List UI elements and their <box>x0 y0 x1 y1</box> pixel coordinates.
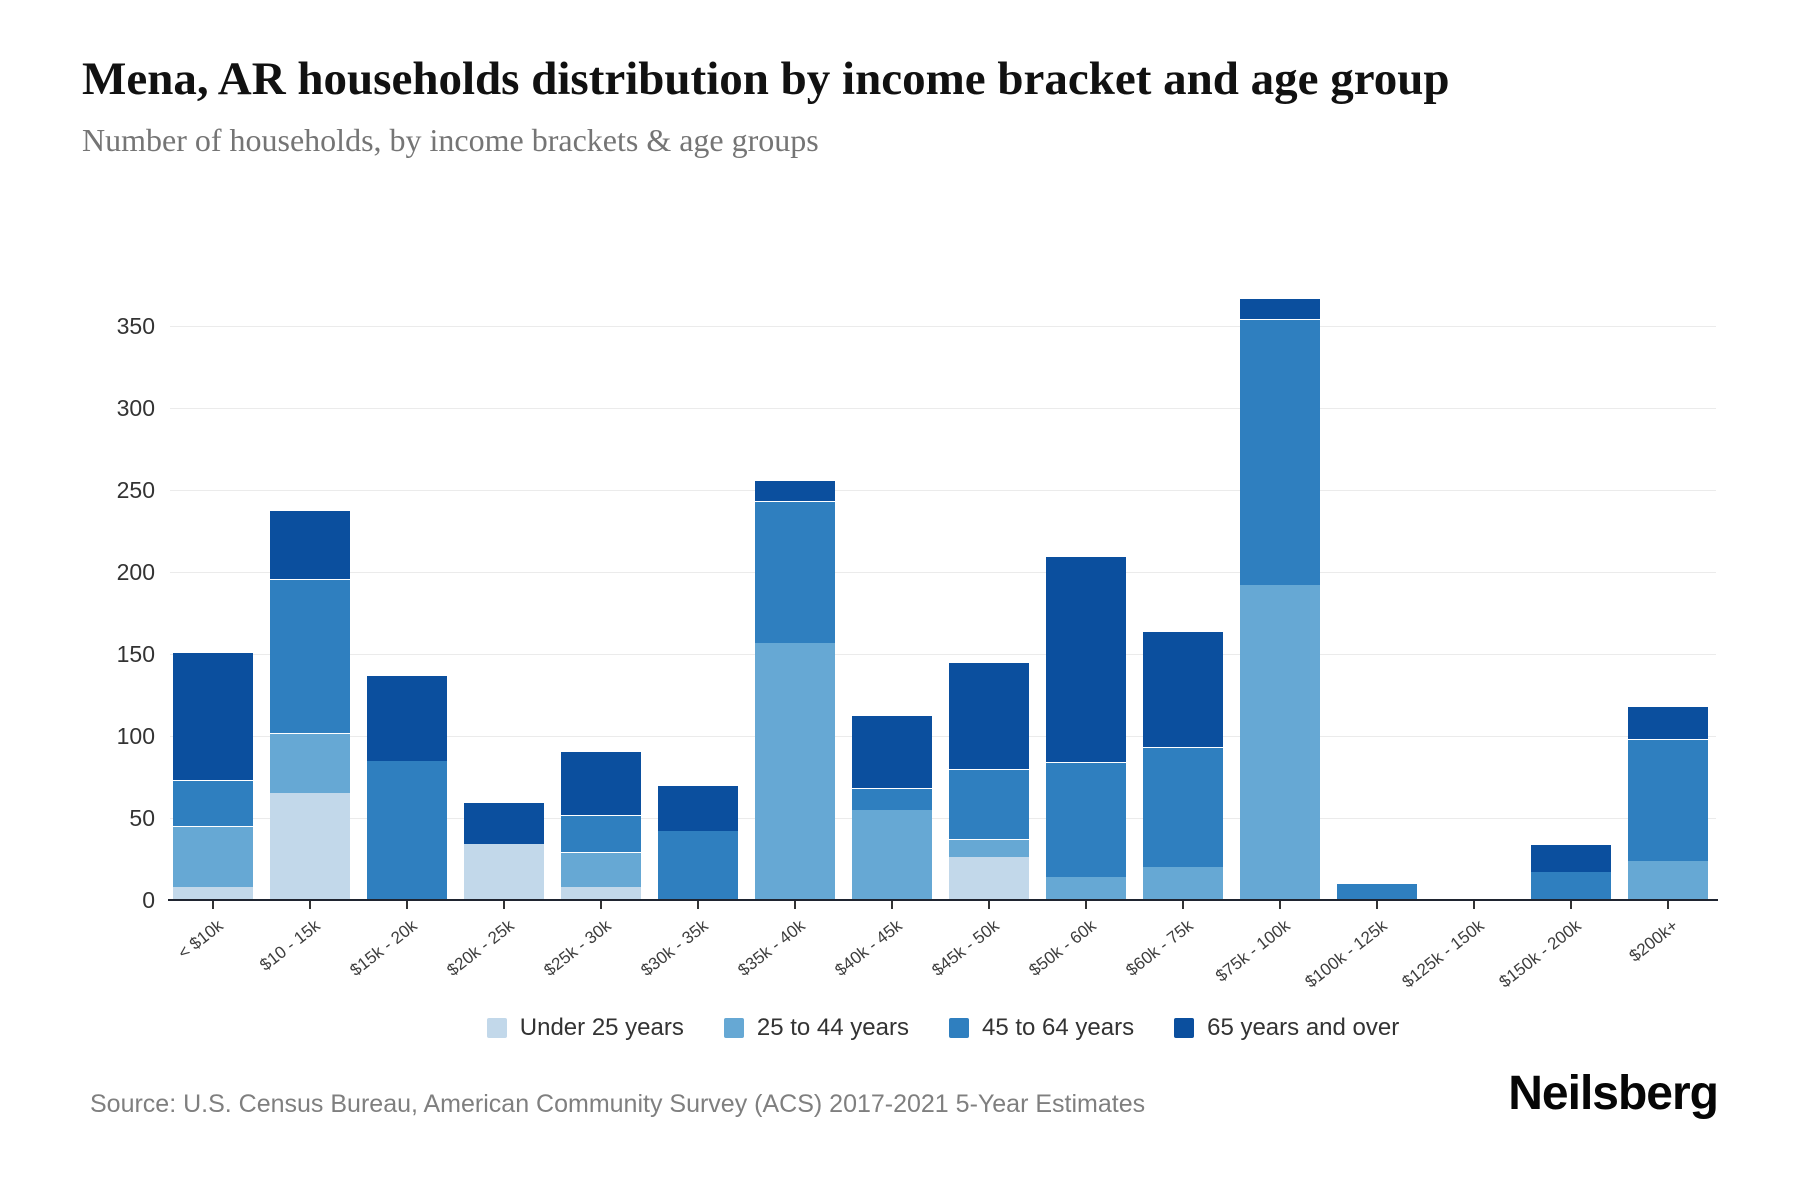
bar-segment <box>367 760 447 900</box>
bar-segment <box>852 788 932 810</box>
bar-segment <box>1531 844 1611 873</box>
y-axis-tick-label: 150 <box>116 641 155 667</box>
legend-label: Under 25 years <box>519 1014 684 1041</box>
bar-segment <box>367 675 447 761</box>
bar-segment <box>1628 860 1708 900</box>
legend-item: 45 to 64 years <box>948 1014 1135 1042</box>
x-axis-tick <box>1473 901 1475 909</box>
bar-segment <box>1143 867 1223 900</box>
bar-segment <box>173 826 253 887</box>
y-axis-tick-label: 300 <box>116 395 155 421</box>
bar-segment <box>561 886 641 900</box>
legend-item: Under 25 years <box>486 1014 684 1042</box>
bar-segment <box>755 480 835 502</box>
y-axis-tick-label: 0 <box>142 887 155 913</box>
bar-segment <box>561 750 641 815</box>
bar-segment <box>561 852 641 887</box>
bar-segment <box>949 662 1029 769</box>
legend-label: 45 to 64 years <box>981 1014 1135 1041</box>
bar-segment <box>270 793 350 900</box>
y-axis-tick-label: 350 <box>116 313 155 339</box>
bar-segment <box>1531 872 1611 900</box>
bar-segment <box>173 886 253 900</box>
legend-swatch <box>486 1018 507 1038</box>
bar-segment <box>464 844 544 900</box>
x-axis-tick <box>406 901 408 909</box>
x-axis-tick <box>1279 901 1281 909</box>
gridline <box>170 654 1716 655</box>
bar-segment <box>949 768 1029 840</box>
x-axis-tick <box>1376 901 1378 909</box>
legend-swatch <box>723 1018 744 1038</box>
gridline <box>170 736 1716 737</box>
bar-segment <box>1240 585 1320 900</box>
legend-item: 25 to 44 years <box>723 1014 909 1042</box>
bar-segment <box>1240 298 1320 320</box>
y-axis-tick-label: 100 <box>116 723 155 749</box>
bar-segment <box>561 814 641 853</box>
bar-segment <box>949 839 1029 858</box>
gridline <box>170 408 1716 409</box>
x-axis-tick <box>503 901 505 909</box>
x-axis-tick <box>1085 901 1087 909</box>
chart-legend: Under 25 years 25 to 44 years 45 to 64 yea… <box>170 1014 1716 1042</box>
bar-segment <box>270 509 350 579</box>
bar-segment <box>1337 883 1417 900</box>
bar-segment <box>270 732 350 794</box>
gridline <box>170 326 1716 327</box>
bar-segment <box>1143 631 1223 748</box>
bar-segment <box>1046 762 1126 878</box>
legend-label: 25 to 44 years <box>756 1014 909 1041</box>
bar-segment <box>1046 877 1126 900</box>
x-axis-tick <box>794 901 796 909</box>
gridline <box>170 490 1716 491</box>
x-axis-tick <box>212 901 214 909</box>
legend-swatch <box>948 1018 969 1038</box>
source-text: Source: U.S. Census Bureau, American Com… <box>90 1090 1146 1118</box>
bar-segment <box>755 642 835 900</box>
y-axis-tick-label: 250 <box>116 477 155 503</box>
x-axis-tick <box>1570 901 1572 909</box>
bar-segment <box>1628 706 1708 740</box>
bar-segment <box>852 809 932 900</box>
x-axis-tick <box>891 901 893 909</box>
x-axis-tick <box>600 901 602 909</box>
bar-segment <box>949 857 1029 900</box>
x-axis-line <box>168 899 1718 901</box>
legend-label: 65 years and over <box>1207 1014 1400 1041</box>
x-axis-tick <box>1667 901 1669 909</box>
bar-segment <box>173 780 253 827</box>
page-title: Mena, AR households distribution by inco… <box>82 53 1450 105</box>
bar-segment <box>658 831 738 900</box>
bar-segment <box>1240 319 1320 586</box>
bar-segment <box>852 714 932 789</box>
x-axis-tick <box>988 901 990 909</box>
bar-segment <box>173 652 253 781</box>
bar-segment <box>658 785 738 832</box>
y-axis-tick-label: 50 <box>129 805 155 831</box>
gridline <box>170 572 1716 573</box>
bar-segment <box>1628 739 1708 861</box>
x-axis-tick <box>697 901 699 909</box>
bar-segment <box>755 501 835 643</box>
bar-segment <box>270 578 350 733</box>
bar-segment <box>464 801 544 845</box>
brand-logo: Neilsberg <box>1508 1067 1719 1120</box>
x-axis-tick <box>1182 901 1184 909</box>
legend-item: 65 years and over <box>1174 1014 1399 1042</box>
x-axis-tick <box>309 901 311 909</box>
y-axis-tick-label: 200 <box>116 559 155 585</box>
gridline <box>170 818 1716 819</box>
legend-swatch <box>1174 1018 1195 1038</box>
bar-segment <box>1143 747 1223 868</box>
page-subtitle: Number of households, by income brackets… <box>82 122 819 158</box>
bar-segment <box>1046 555 1126 763</box>
